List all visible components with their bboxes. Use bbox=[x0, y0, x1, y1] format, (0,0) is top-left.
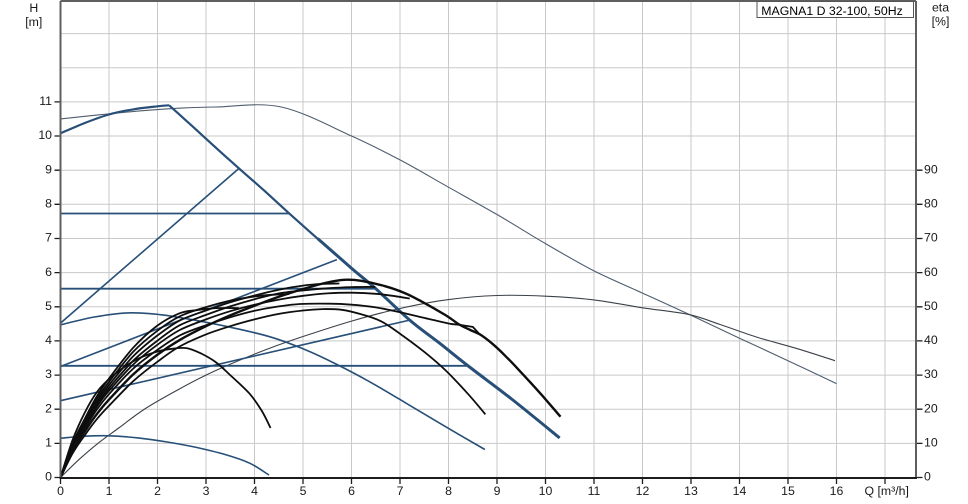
svg-text:H: H bbox=[29, 1, 38, 15]
svg-text:11: 11 bbox=[39, 94, 52, 108]
svg-text:Q [m³/h]: Q [m³/h] bbox=[865, 484, 909, 498]
svg-text:10: 10 bbox=[924, 436, 938, 450]
svg-text:90: 90 bbox=[924, 162, 938, 176]
svg-text:[%]: [%] bbox=[932, 15, 950, 29]
svg-text:MAGNA1 D 32-100, 50Hz: MAGNA1 D 32-100, 50Hz bbox=[761, 4, 902, 18]
svg-text:14: 14 bbox=[733, 484, 747, 498]
svg-text:0: 0 bbox=[57, 484, 64, 498]
svg-text:5: 5 bbox=[45, 299, 52, 313]
svg-text:9: 9 bbox=[45, 162, 52, 176]
svg-text:40: 40 bbox=[924, 333, 938, 347]
svg-text:1: 1 bbox=[106, 484, 113, 498]
svg-text:13: 13 bbox=[684, 484, 698, 498]
svg-text:70: 70 bbox=[924, 231, 938, 245]
svg-text:10: 10 bbox=[539, 484, 553, 498]
svg-text:3: 3 bbox=[203, 484, 210, 498]
svg-text:4: 4 bbox=[251, 484, 258, 498]
svg-text:7: 7 bbox=[45, 231, 52, 245]
svg-text:50: 50 bbox=[924, 299, 938, 313]
svg-text:2: 2 bbox=[45, 401, 52, 415]
svg-text:8: 8 bbox=[445, 484, 452, 498]
svg-text:6: 6 bbox=[348, 484, 355, 498]
svg-text:6: 6 bbox=[45, 265, 52, 279]
svg-text:20: 20 bbox=[924, 401, 938, 415]
svg-text:12: 12 bbox=[636, 484, 650, 498]
svg-text:7: 7 bbox=[397, 484, 404, 498]
svg-text:2: 2 bbox=[154, 484, 161, 498]
svg-text:8: 8 bbox=[45, 197, 52, 211]
svg-text:60: 60 bbox=[924, 265, 938, 279]
svg-text:5: 5 bbox=[300, 484, 307, 498]
svg-text:eta: eta bbox=[932, 1, 949, 15]
svg-text:30: 30 bbox=[924, 367, 938, 381]
svg-text:11: 11 bbox=[588, 484, 601, 498]
svg-text:3: 3 bbox=[45, 367, 52, 381]
svg-text:[m]: [m] bbox=[25, 15, 42, 29]
svg-text:16: 16 bbox=[830, 484, 844, 498]
svg-text:15: 15 bbox=[781, 484, 795, 498]
svg-text:9: 9 bbox=[494, 484, 501, 498]
svg-text:4: 4 bbox=[45, 333, 52, 347]
svg-text:10: 10 bbox=[38, 128, 52, 142]
svg-text:0: 0 bbox=[924, 470, 931, 484]
svg-text:80: 80 bbox=[924, 197, 938, 211]
svg-text:0: 0 bbox=[45, 470, 52, 484]
svg-text:1: 1 bbox=[45, 436, 52, 450]
